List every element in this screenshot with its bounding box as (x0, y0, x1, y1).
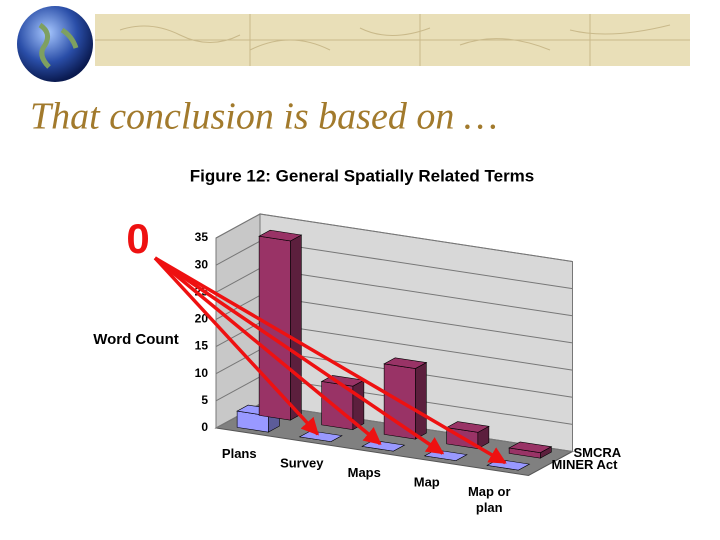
y-axis-title: Word Count (93, 331, 179, 348)
x-tick-label: Survey (280, 456, 324, 471)
grid-line (215, 376, 261, 402)
grid-line (215, 267, 261, 293)
globe-land (38, 22, 79, 69)
x-tick-label-line: Map or (468, 484, 511, 499)
annotation-arrow (153, 256, 382, 446)
bar (508, 441, 553, 459)
side-wall (215, 213, 261, 429)
grid-line (215, 240, 261, 266)
x-tick-label: Map (414, 475, 440, 490)
grid-line (259, 213, 573, 262)
x-tick-label-line: plan (476, 500, 503, 515)
x-tick-label: Map or plan (468, 484, 511, 515)
grid-line (215, 349, 261, 375)
annotation-arrow (154, 256, 445, 455)
y-tick-label: 20 (195, 312, 209, 326)
grid-line (215, 213, 261, 239)
plot: 05101520253035MINER ActSMCRAPlansSurveyM… (153, 213, 622, 515)
bar-top (445, 421, 490, 433)
grid-line (259, 240, 573, 290)
slide-title: That conclusion is based on … (30, 96, 498, 138)
annotation: 0 (126, 215, 149, 262)
grid-line (215, 322, 261, 348)
y-tick-label: 15 (195, 339, 209, 353)
bar-side (290, 234, 302, 421)
grid-line (259, 294, 573, 344)
map-pattern (95, 14, 690, 66)
bar (445, 421, 490, 450)
globe (17, 6, 93, 82)
annotation-arrow (153, 256, 320, 436)
y-tick-label: 0 (201, 420, 208, 434)
chart-title: Figure 12: General Spatially Related Ter… (190, 166, 535, 185)
bar-top (383, 357, 428, 369)
bar-top (258, 229, 303, 242)
x-tick-label: Maps (348, 465, 381, 480)
legend-label: MINER Act (552, 457, 619, 472)
grid-line (259, 322, 573, 371)
bar-side (415, 362, 427, 440)
x-tick-label: Plans (222, 446, 257, 461)
y-tick-label: 10 (195, 366, 209, 380)
y-tick-label: 5 (201, 393, 208, 407)
bar-top (508, 441, 553, 454)
y-tick-label: 30 (195, 257, 209, 271)
legend-label: SMCRA (574, 445, 622, 460)
y-tick-label: 35 (195, 230, 209, 244)
annotation-arrow (154, 256, 507, 465)
grid-line (259, 267, 573, 317)
